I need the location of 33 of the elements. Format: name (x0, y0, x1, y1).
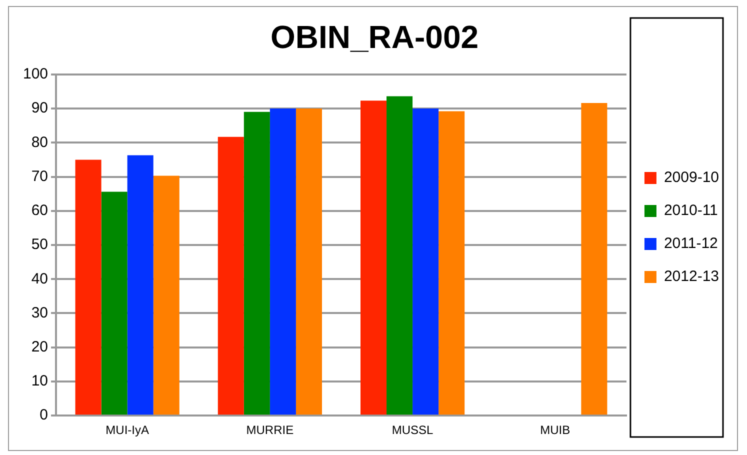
y-tick-label: 80 (31, 134, 48, 151)
bar (386, 96, 413, 415)
bar (581, 103, 608, 415)
y-tick-label: 60 (31, 202, 48, 220)
x-tick-label: MUIB (540, 423, 570, 438)
bar (360, 100, 387, 415)
y-tick-label: 70 (31, 168, 48, 185)
x-tick-label: MUI-IyA (106, 423, 149, 438)
y-tick-label: 40 (31, 270, 48, 288)
bar (296, 108, 322, 415)
legend-label: 2009-10 (664, 169, 720, 186)
x-tick-label: MUSSL (392, 423, 434, 438)
legend-label: 2012-13 (664, 268, 720, 286)
bar (270, 108, 296, 415)
y-tick-label: 100 (22, 66, 48, 83)
bar (75, 160, 102, 415)
y-tick-label: 10 (31, 372, 48, 390)
bar (127, 155, 154, 415)
bar (438, 111, 465, 415)
x-tick-label: MURRIE (246, 423, 294, 438)
bar (412, 108, 439, 415)
y-tick-label: 50 (31, 236, 48, 254)
bar (218, 136, 244, 415)
bar (101, 192, 128, 415)
y-tick-label: 30 (31, 304, 48, 322)
y-tick-label: 90 (31, 100, 48, 117)
bar (153, 176, 180, 415)
y-tick-label: 20 (31, 338, 48, 356)
bar (244, 112, 270, 415)
chart-title: OBIN_RA-002 (270, 19, 479, 56)
legend-label: 2010-11 (664, 202, 718, 220)
y-tick-label: 0 (40, 406, 48, 424)
legend-label: 2011-12 (664, 235, 718, 252)
